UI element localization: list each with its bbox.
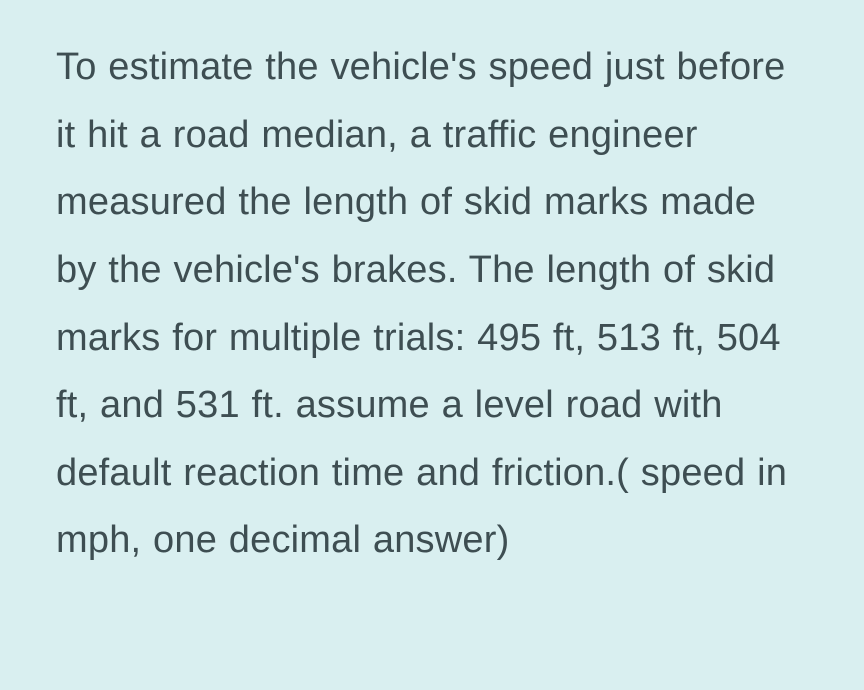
question-container: To estimate the vehicle's speed just bef… [0, 0, 864, 690]
question-text: To estimate the vehicle's speed just bef… [56, 34, 808, 575]
